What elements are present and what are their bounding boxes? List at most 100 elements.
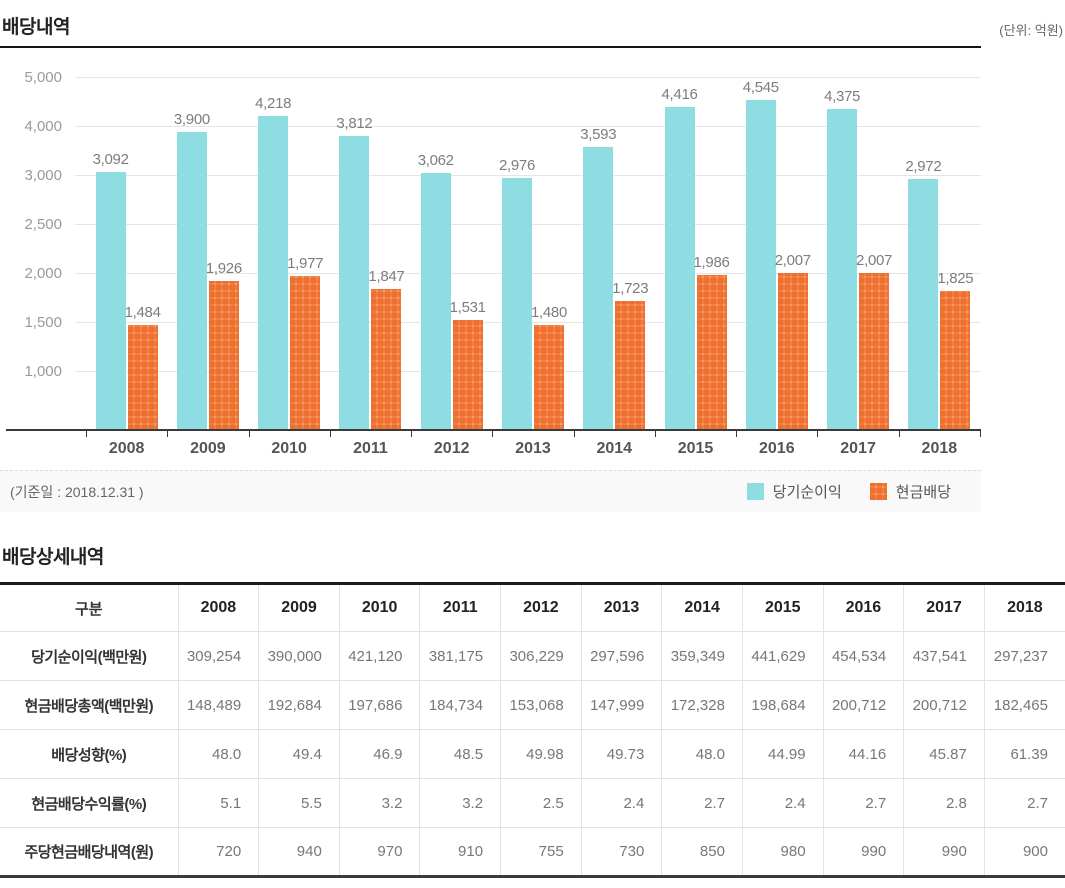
table-cell: 2.7: [822, 778, 904, 828]
table-cell: 306,229: [500, 631, 582, 681]
legend-item-cash-dividend[interactable]: 현금배당: [869, 481, 951, 502]
table-header-row: 구분 2008 2009 2010 2011 2012 2013 2014 2015 2016 20…: [0, 583, 1065, 632]
bar-cash-dividend-2016[interactable]: [777, 273, 808, 430]
y-axis-tick-label: 2,500: [24, 216, 62, 233]
x-axis-label-2011: 2011: [353, 440, 388, 457]
gridline-3000: [75, 175, 981, 176]
header-year-2013: 2013: [580, 583, 662, 632]
bar-group-2017: 4,375 2,007: [817, 58, 898, 430]
table-cell: 970: [338, 827, 420, 877]
table-cell: 44.99: [741, 729, 824, 779]
table-row: 당기순이익(백만원) 309,254 390,000 421,120 381,175 30…: [0, 631, 1065, 681]
x-axis-label-2012: 2012: [433, 440, 470, 457]
table-cell: 184,734: [419, 680, 501, 730]
table-cell: 900: [983, 827, 1065, 877]
bar-group-2011: 3,812 1,847: [330, 58, 411, 430]
table-cell: 48.0: [177, 729, 259, 779]
bar-net-income-2012[interactable]: [420, 172, 451, 430]
x-axis-tick: [654, 431, 656, 437]
header-year-2012: 2012: [500, 583, 582, 632]
table-cell: 182,465: [983, 680, 1065, 730]
table-row: 배당성향(%) 48.0 49.4 46.9 48.5 49.98 49.73 48.0 44.…: [0, 729, 1065, 779]
x-axis-label-2014: 2014: [596, 440, 633, 457]
header-year-2011: 2011: [419, 583, 501, 632]
x-axis-label-2013: 2013: [515, 440, 551, 457]
bar-value-label: 2,007: [856, 252, 893, 270]
bar-group-2014: 3,593 1,723: [574, 58, 655, 430]
table-cell: 720: [177, 827, 259, 877]
x-axis-tick: [167, 431, 169, 437]
table-title: 배당상세내역: [2, 547, 104, 568]
bar-cash-dividend-2011[interactable]: [371, 289, 402, 430]
table-cell: 5.5: [258, 778, 340, 828]
table-cell: 48.0: [661, 729, 743, 779]
chart-footer: (기준일 : 2018.12.31 ) 당기순이익 현금배당: [0, 470, 981, 512]
bar-net-income-2016[interactable]: [745, 100, 776, 430]
bar-net-income-2018[interactable]: [908, 178, 939, 430]
table-cell: 5.1: [177, 778, 259, 828]
x-axis-tick: [980, 431, 981, 437]
header-gubun: 구분: [0, 583, 179, 632]
table-cell: 980: [741, 827, 824, 877]
table-cell: 45.87: [903, 729, 985, 779]
table-cell: 49.73: [580, 729, 662, 779]
table-cell: 197,686: [338, 680, 420, 730]
bar-value-label: 3,062: [417, 151, 454, 169]
bar-cash-dividend-2010[interactable]: [290, 276, 321, 430]
dividend-bar-chart: 5,000 4,000 3,000 2,500 2,000 1,500 1,000 3,092…: [0, 58, 981, 512]
bar-net-income-2015[interactable]: [664, 106, 695, 430]
bar-net-income-2009[interactable]: [176, 132, 207, 430]
header-year-2017: 2017: [903, 583, 985, 632]
bar-group-2010: 4,218 1,977: [249, 58, 330, 430]
bar-value-label: 4,375: [824, 87, 861, 105]
table-cell: 3.2: [419, 778, 501, 828]
bar-cash-dividend-2018[interactable]: [940, 291, 971, 430]
table-cell: 850: [661, 827, 743, 877]
table-cell: 441,629: [741, 631, 824, 681]
bar-net-income-2010[interactable]: [258, 116, 289, 430]
y-axis-tick-label: 4,000: [24, 118, 62, 136]
bar-value-label: 1,484: [124, 303, 161, 321]
table-cell: 2.4: [741, 778, 824, 828]
table-row: 현금배당수익률(%) 5.1 5.5 3.2 3.2 2.5 2.4 2.7 2.4 2.7 2.8…: [0, 778, 1065, 828]
x-axis-label-2016: 2016: [759, 440, 795, 457]
header-year-2014: 2014: [661, 583, 743, 632]
bar-net-income-2011[interactable]: [339, 136, 370, 430]
table-cell: 200,712: [903, 680, 985, 730]
header-year-2008: 2008: [177, 583, 259, 632]
header-year-2018: 2018: [983, 583, 1065, 632]
bar-group-2008: 3,092 1,484: [86, 58, 167, 430]
cash-dividend-swatch-icon: [869, 483, 887, 500]
row-label: 주당현금배당내역(원): [0, 827, 179, 877]
table-cell: 49.4: [258, 729, 340, 779]
bar-net-income-2008[interactable]: [95, 171, 126, 430]
bar-net-income-2014[interactable]: [583, 147, 614, 430]
bar-cash-dividend-2015[interactable]: [696, 275, 727, 430]
x-axis-label-2009: 2009: [190, 440, 226, 457]
table-cell: 49.98: [500, 729, 582, 779]
bar-value-label: 3,593: [580, 126, 617, 144]
bar-value-label: 1,847: [368, 268, 405, 285]
bar-value-label: 1,926: [205, 260, 242, 278]
table-cell: 44.16: [822, 729, 904, 779]
bar-net-income-2013[interactable]: [501, 178, 532, 430]
chart-unit-label: (단위: 억원): [999, 23, 1063, 38]
table-row: 주당현금배당내역(원) 720 940 970 910 755 730 850 980 990 99…: [0, 827, 1065, 877]
legend-item-net-income[interactable]: 당기순이익: [746, 481, 842, 502]
bar-cash-dividend-2013[interactable]: [533, 324, 564, 430]
table-cell: 309,254: [177, 631, 259, 681]
bar-cash-dividend-2008[interactable]: [127, 324, 158, 430]
bar-net-income-2017[interactable]: [827, 108, 858, 430]
y-axis-tick-label: 1,000: [24, 363, 62, 380]
bar-cash-dividend-2014[interactable]: [615, 301, 646, 430]
bar-cash-dividend-2017[interactable]: [859, 273, 890, 430]
x-axis-labels: 2008 2009 2010 2011 2012 2013 2014 2015 2016 2017…: [86, 430, 980, 464]
table-cell: 755: [500, 827, 582, 877]
table-cell: 192,684: [258, 680, 340, 730]
bar-cash-dividend-2009[interactable]: [208, 281, 239, 430]
x-axis-tick: [492, 431, 494, 437]
x-axis-label-2018: 2018: [921, 440, 958, 457]
bar-cash-dividend-2012[interactable]: [452, 319, 483, 430]
bar-group-2018: 2,972 1,825: [899, 58, 980, 430]
header-year-2009: 2009: [258, 583, 340, 632]
